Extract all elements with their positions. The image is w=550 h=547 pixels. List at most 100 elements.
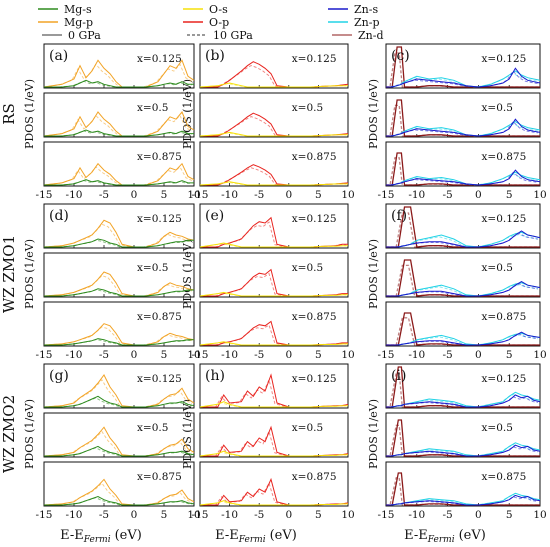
series-line-o-p-10gpa (200, 167, 346, 186)
series-line-zn-d-10gpa (386, 52, 538, 88)
concentration-label: x=0.125 (292, 53, 337, 65)
subplot-frame (385, 141, 541, 187)
panel-letter: (a) (49, 48, 68, 64)
concentration-label: x=0.125 (292, 213, 337, 225)
x-tick-label: -5 (99, 509, 109, 521)
x-tick-label: -10 (408, 189, 425, 201)
subplot-frame (43, 461, 195, 507)
series-line-o-s-10gpa (199, 292, 346, 297)
series-line-zn-p-10gpa (386, 393, 538, 408)
series-line-mg-p-10gpa (43, 114, 193, 137)
series-line-mg-p-0gpa (43, 478, 195, 506)
x-tick-label: 0 (131, 189, 138, 201)
series-line-mg-p-10gpa (43, 482, 193, 506)
series-line-mg-s-10gpa (44, 447, 192, 457)
subplot-frame (385, 203, 541, 249)
x-tick-label: 5 (161, 509, 168, 521)
x-axis-label-unit: (eV) (459, 528, 486, 543)
series-line-mg-p-0gpa (43, 426, 195, 457)
concentration-label: x=0.875 (481, 471, 526, 483)
concentration-label: x=0.5 (137, 262, 168, 274)
y-axis-label: PDOS (1/eV) (23, 239, 36, 309)
x-tick-label: 10 (187, 189, 200, 201)
x-tick-label: 10 (187, 509, 200, 521)
series-line-zn-s-10gpa (386, 333, 538, 346)
series-line-mg-p-10gpa (43, 430, 193, 457)
series-line-zn-s-10gpa (386, 496, 538, 506)
panel-e: x=0.125 (e) x=0.5 x=0.875 -15 -10 -5 0 5 10 (192, 203, 355, 361)
panels: x=0.125(a)x=0.5x=0.875-15 -10 -5 0 5 10x=0.12… (36, 43, 547, 521)
panel-h: x=0.125 (h) x=0.5 x=0.875 -15 -10 -5 0 5 10 (192, 363, 355, 521)
series-line-o-s-10gpa (199, 181, 346, 186)
row-group-labels: RS PDOS (1/eV) PDOS (1/eV) PDOS (1/eV) WZ ZM… (0, 79, 380, 473)
legend-label: O-s (209, 3, 228, 16)
series-line-zn-d-0gpa (386, 99, 540, 137)
subplot-frame (199, 43, 349, 89)
series-line-mg-p-0gpa (43, 162, 195, 186)
y-axis-label: PDOS (1/eV) (23, 399, 36, 469)
subplot-frame (385, 252, 541, 298)
x-tick-label: 0 (475, 509, 482, 521)
x-tick-label: 10 (341, 349, 354, 361)
panel-d: x=0.125 (d) x=0.5 x=0.875 -15 -10 -5 0 5 10 (36, 203, 201, 361)
series-line-zn-p-0gpa (386, 492, 541, 506)
x-tick-label: -10 (221, 509, 238, 521)
concentration-label: x=0.5 (292, 102, 323, 114)
legend-label: Mg-p (64, 16, 93, 29)
x-axis-label-unit: (eV) (115, 528, 142, 543)
x-tick-label: -10 (66, 189, 83, 201)
x-axis-label-main: E-E (404, 528, 428, 543)
x-tick-label: 10 (533, 189, 546, 201)
row-group-label: WZ ZMO1 (0, 235, 18, 313)
x-axis-labels: E-EFermi (eV) E-EFermi (eV) E-EFermi (eV) (60, 528, 486, 545)
series-line-zn-p-0gpa (386, 442, 541, 457)
subplot-frame (199, 363, 349, 409)
panel-letter: (d) (49, 208, 69, 224)
x-tick-label: -10 (66, 509, 83, 521)
subplot-frame (43, 301, 195, 347)
legend-label: Zn-d (358, 29, 384, 42)
subplot-frame (385, 461, 541, 507)
concentration-label: x=0.875 (137, 151, 182, 163)
concentration-label: x=0.125 (137, 213, 182, 225)
series-line-mg-p-10gpa (43, 223, 192, 248)
series-line-mg-s-10gpa (44, 179, 192, 186)
subplot-frame (43, 203, 195, 249)
series-line-mg-p-10gpa (43, 275, 192, 297)
series-line-zn-d-10gpa (386, 264, 538, 297)
y-axis-label: PDOS (1/eV) (367, 239, 380, 309)
subplot-frame (43, 43, 195, 89)
x-tick-label: -10 (408, 349, 425, 361)
series-line-o-p-0gpa (200, 268, 348, 297)
legend-label: 0 GPa (68, 29, 101, 42)
x-tick-label: -15 (192, 189, 209, 201)
subplot-frame (43, 252, 195, 298)
series-line-zn-p-10gpa (386, 444, 538, 457)
series-line-mg-s-10gpa (44, 289, 192, 297)
series-line-zn-p-0gpa (386, 391, 541, 408)
x-tick-label: 0 (475, 189, 482, 201)
concentration-label: x=0.5 (137, 422, 168, 434)
x-tick-label: 5 (315, 509, 322, 521)
x-tick-label: 5 (506, 509, 513, 521)
x-tick-label: 0 (285, 349, 292, 361)
x-tick-label: 0 (131, 509, 138, 521)
series-line-zn-s-10gpa (386, 232, 538, 248)
series-line-mg-p-0gpa (43, 374, 195, 408)
series-line-mg-s-10gpa (44, 397, 192, 408)
concentration-label: x=0.5 (292, 262, 323, 274)
subplot-frame (43, 363, 195, 409)
concentration-label: x=0.875 (292, 151, 337, 163)
concentration-label: x=0.5 (481, 422, 512, 434)
concentration-label: x=0.125 (481, 213, 526, 225)
x-tick-label: 10 (341, 509, 354, 521)
x-tick-label: -5 (99, 349, 109, 361)
x-axis-label-unit: (eV) (270, 528, 297, 543)
series-line-mg-p-10gpa (43, 63, 193, 88)
series-line-mg-p-10gpa (43, 326, 192, 346)
subplot-frame (199, 141, 349, 187)
x-tick-label: -5 (254, 189, 264, 201)
y-axis-label: PDOS (1/eV) (23, 79, 36, 149)
x-tick-label: 5 (161, 349, 168, 361)
